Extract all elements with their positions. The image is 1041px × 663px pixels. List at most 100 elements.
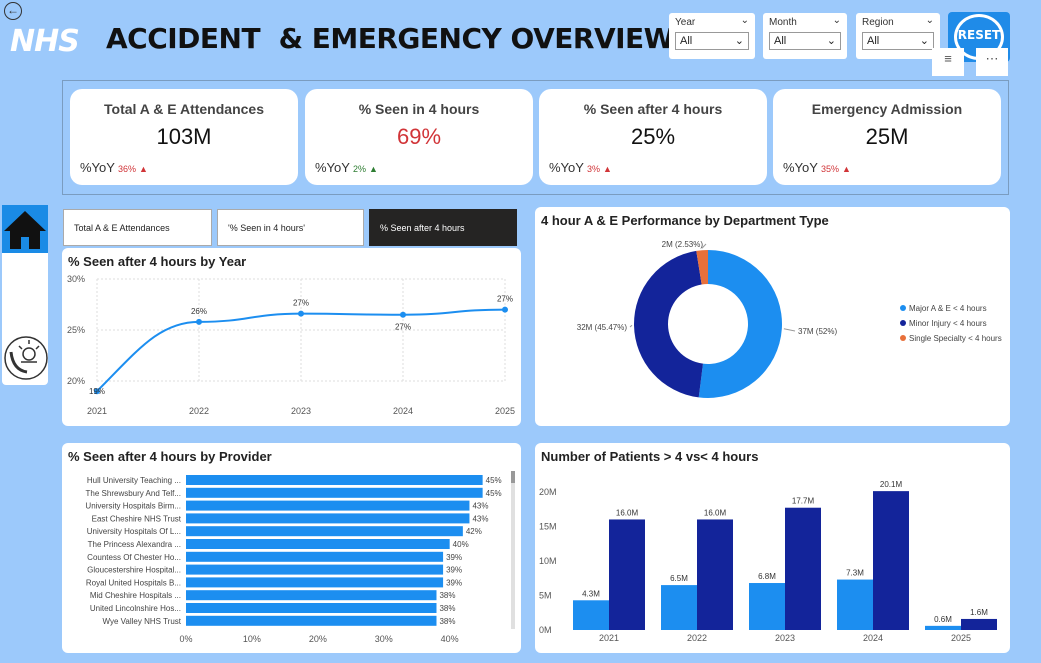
bar xyxy=(186,500,470,511)
x-tick-label: 2022 xyxy=(687,633,707,643)
data-label: 38% xyxy=(439,591,455,600)
data-label: 40% xyxy=(453,540,469,549)
data-label: 42% xyxy=(466,527,482,536)
legend-marker xyxy=(900,320,906,326)
x-tick-label: 0% xyxy=(179,634,192,644)
leader-line xyxy=(783,328,796,332)
kpi-value: 25M xyxy=(865,124,909,149)
bar xyxy=(661,585,697,630)
trend-up-icon: ▲ xyxy=(368,164,378,174)
kpi-label: % Seen in 4 hours xyxy=(358,101,480,117)
bar xyxy=(186,475,483,485)
kpi-yoy-value: 2% xyxy=(352,164,366,174)
kpi-yoy-label: %YoY xyxy=(549,160,584,175)
category-label: The Princess Alexandra ... xyxy=(88,540,181,549)
bar xyxy=(961,618,997,630)
kpi-value: 25% xyxy=(630,124,676,149)
home-button[interactable] xyxy=(2,205,48,253)
data-point xyxy=(196,318,202,325)
more-options-icon[interactable]: ⋯ xyxy=(976,48,1008,76)
x-tick-label: 2023 xyxy=(291,406,311,416)
chart-title: % Seen after 4 hours by Provider xyxy=(68,449,272,464)
kpi-value: 69% xyxy=(396,124,442,149)
reset-label: RESET xyxy=(957,28,1001,42)
bar xyxy=(186,577,444,588)
line-chart-card: % Seen after 4 hours by Year 20% 25% 30% 20… xyxy=(62,248,521,426)
back-button[interactable]: ← xyxy=(4,2,22,20)
x-tick-label: 2025 xyxy=(951,633,971,643)
filter-value: All xyxy=(867,35,880,47)
kpi-yoy-label: %YoY xyxy=(783,160,818,175)
kpi-yoy: %YoY 35% ▲ xyxy=(783,160,851,175)
y-tick-label: 20M xyxy=(539,487,557,497)
region-filter[interactable]: Region ⌄ All ⌄ xyxy=(856,13,940,59)
category-label: University Hospitals Of L... xyxy=(87,527,181,536)
patients-chart-card: Number of Patients > 4 vs< 4 hours 0M 5M 1… xyxy=(535,443,1010,653)
kpi-yoy-label: %YoY xyxy=(80,160,115,175)
filter-label: Year xyxy=(675,17,696,28)
year-filter[interactable]: Year ⌄ All ⌄ xyxy=(669,13,755,59)
x-tick-label: 40% xyxy=(441,634,459,644)
filter-label: Region xyxy=(862,17,894,28)
scrollbar-thumb[interactable] xyxy=(511,471,515,483)
legend-marker xyxy=(900,305,906,311)
x-tick-label: 2023 xyxy=(775,633,795,643)
month-select[interactable]: All ⌄ xyxy=(769,32,841,50)
data-label: 27% xyxy=(293,299,309,308)
x-tick-label: 2021 xyxy=(87,406,107,416)
category-label: Royal United Hospitals B... xyxy=(86,578,181,587)
tab-total-attendances[interactable]: Total A & E Attendances xyxy=(63,209,212,246)
x-tick-label: 20% xyxy=(309,634,327,644)
data-label: 39% xyxy=(446,553,462,562)
category-label: Gloucestershire Hospital... xyxy=(87,566,181,575)
bar xyxy=(186,615,437,626)
y-tick-label: 30% xyxy=(67,274,85,284)
chevron-down-icon: ⌄ xyxy=(734,35,744,47)
x-tick-label: 30% xyxy=(375,634,393,644)
data-label: 6.5M xyxy=(670,574,688,583)
series-line xyxy=(96,308,506,392)
bar xyxy=(186,564,444,575)
category-label: The Shrewsbury And Telf... xyxy=(86,489,181,498)
bar xyxy=(186,526,463,537)
trend-up-icon: ▲ xyxy=(138,164,148,174)
chart-title: Number of Patients > 4 vs< 4 hours xyxy=(541,449,759,464)
emergency-call-icon xyxy=(4,336,48,380)
data-label: 17.7M xyxy=(792,497,815,506)
region-select[interactable]: All ⌄ xyxy=(862,32,934,50)
y-tick-label: 10M xyxy=(539,556,557,566)
nhs-logo: NHS xyxy=(10,24,80,59)
chart-title: 4 hour A & E Performance by Department T… xyxy=(541,213,829,228)
arrow-left-icon: ← xyxy=(7,3,19,17)
data-label: 38% xyxy=(439,617,455,626)
filter-icon[interactable]: ≡ xyxy=(932,48,964,76)
filter-label: Month xyxy=(769,17,797,28)
bar xyxy=(609,519,645,630)
category-label: East Cheshire NHS Trust xyxy=(92,514,182,523)
data-label: 38% xyxy=(439,604,455,613)
category-label: United Lincolnshire Hos... xyxy=(90,604,181,613)
tab-seen-after-4-hours[interactable]: % Seen after 4 hours xyxy=(369,209,517,246)
donut-chart: 37M (52%) 32M (45.47%) 2M (2.53%) Major A &… xyxy=(577,240,1002,398)
scrollbar[interactable] xyxy=(511,471,515,629)
bar xyxy=(186,487,483,498)
emergency-call-button[interactable] xyxy=(3,332,49,384)
data-label: 27% xyxy=(497,295,513,304)
bar xyxy=(785,507,821,630)
kpi-card: Total A & E Attendances 103M %YoY 36% ▲ xyxy=(70,89,298,185)
year-select[interactable]: All ⌄ xyxy=(675,32,749,50)
filter-value: All xyxy=(774,35,787,47)
category-label: Mid Cheshire Hospitals ... xyxy=(90,591,181,600)
kpi-yoy-value: 35% xyxy=(820,164,839,174)
kpi-card: % Seen after 4 hours 25% %YoY 3% ▲ xyxy=(539,89,767,185)
bar xyxy=(186,590,437,601)
trend-up-icon: ▲ xyxy=(841,164,851,174)
y-tick-label: 20% xyxy=(67,376,85,386)
tab-seen-in-4-hours[interactable]: '% Seen in 4 hours' xyxy=(217,209,364,246)
bar xyxy=(186,603,437,613)
kpi-label: % Seen after 4 hours xyxy=(583,101,723,117)
data-label: 16.0M xyxy=(704,508,727,517)
page-title: ACCIDENT & EMERGENCY OVERVIEW xyxy=(106,22,675,55)
bar xyxy=(873,491,909,630)
month-filter[interactable]: Month ⌄ All ⌄ xyxy=(763,13,847,59)
